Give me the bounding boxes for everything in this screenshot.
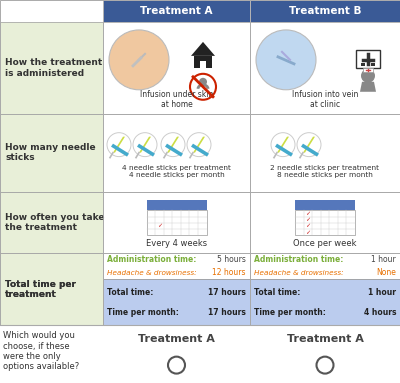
Text: Administration time:: Administration time: [107,255,196,264]
Bar [250,22,400,114]
Polygon shape [165,144,183,157]
Bar [0,254,103,325]
Bar [103,114,250,192]
Bar [146,211,206,236]
Bar [0,254,103,325]
Text: Treatment A: Treatment A [138,334,215,344]
Text: None: None [376,268,396,277]
Polygon shape [301,144,319,157]
Bar [103,279,250,325]
Polygon shape [193,137,205,153]
Bar [200,61,206,68]
Bar [103,254,250,279]
Polygon shape [303,137,315,153]
Polygon shape [111,144,129,157]
Text: ✓: ✓ [305,230,310,235]
Text: Time per month:: Time per month: [254,308,326,317]
Circle shape [133,133,157,157]
Polygon shape [360,82,376,92]
Circle shape [316,357,334,373]
Circle shape [161,133,185,157]
Text: Every 4 weeks: Every 4 weeks [146,239,207,248]
Text: Headache & drowsiness:: Headache & drowsiness: [254,270,344,276]
Text: Administration time:: Administration time: [254,255,343,264]
Text: ✓: ✓ [305,224,310,229]
Text: 17 hours: 17 hours [208,288,246,296]
Circle shape [199,78,207,86]
Polygon shape [275,144,293,157]
Text: 12 hours: 12 hours [212,268,246,277]
Bar [363,68,373,72]
Text: Time per month:: Time per month: [107,308,179,317]
Bar [250,279,400,325]
Bar [103,22,250,114]
Text: Treatment A: Treatment A [140,6,213,16]
Text: How the treatment
is administered: How the treatment is administered [5,58,102,77]
Polygon shape [139,137,151,153]
Text: Headache & drowsiness:: Headache & drowsiness: [107,270,197,276]
Text: Treatment A: Treatment A [286,334,364,344]
Bar [250,0,400,22]
Bar [295,200,355,211]
Bar [146,200,206,211]
Bar [0,0,400,325]
Bar [0,192,103,254]
Polygon shape [277,137,289,153]
Text: 1 hour: 1 hour [371,255,396,264]
Circle shape [361,69,375,83]
Text: ✓: ✓ [305,211,310,216]
Circle shape [190,74,216,100]
Polygon shape [191,144,209,157]
Text: Treatment B: Treatment B [289,6,361,16]
Text: 4 needle sticks per treatment
4 needle sticks per month: 4 needle sticks per treatment 4 needle s… [122,165,231,178]
Text: 4 hours: 4 hours [364,308,396,317]
Text: How many needle
sticks: How many needle sticks [5,143,96,162]
Bar [194,56,212,68]
Circle shape [187,133,211,157]
Bar [250,192,400,254]
Text: 5 hours: 5 hours [217,255,246,264]
Text: How often you take
the treatment: How often you take the treatment [5,213,104,232]
Bar [103,192,250,254]
Bar [0,325,400,382]
Text: 17 hours: 17 hours [208,308,246,317]
Text: Infusion under skin
at home: Infusion under skin at home [140,90,213,110]
Bar [250,254,400,279]
Text: Which would you
choose, if these
were the only
options available?: Which would you choose, if these were th… [3,331,79,372]
Polygon shape [137,144,155,157]
Text: Total time:: Total time: [254,288,300,296]
Text: 2 needle sticks per treatment
8 needle sticks per month: 2 needle sticks per treatment 8 needle s… [270,165,380,178]
Circle shape [168,357,185,373]
Text: Total time:: Total time: [107,288,153,296]
Polygon shape [167,137,179,153]
Bar [0,22,103,114]
Bar [103,0,250,22]
Circle shape [109,30,169,90]
Bar [361,63,365,66]
Bar [250,192,400,254]
Circle shape [297,133,321,157]
Circle shape [271,133,295,157]
Text: Total time per
treatment: Total time per treatment [5,280,76,299]
Bar [0,114,103,192]
Bar [103,192,250,254]
Circle shape [256,30,316,90]
Text: Total time per
treatment: Total time per treatment [5,280,76,299]
Polygon shape [191,42,215,56]
Bar [250,114,400,192]
Circle shape [107,133,131,157]
Bar [356,50,380,68]
Bar [371,63,375,66]
Text: ✓: ✓ [305,217,310,223]
Text: 1 hour: 1 hour [368,288,396,296]
Text: Once per week: Once per week [293,239,357,248]
Bar [295,211,355,236]
Text: Infusion into vein
at clinic: Infusion into vein at clinic [292,90,358,110]
Text: ✓: ✓ [157,224,162,229]
Polygon shape [113,137,125,153]
